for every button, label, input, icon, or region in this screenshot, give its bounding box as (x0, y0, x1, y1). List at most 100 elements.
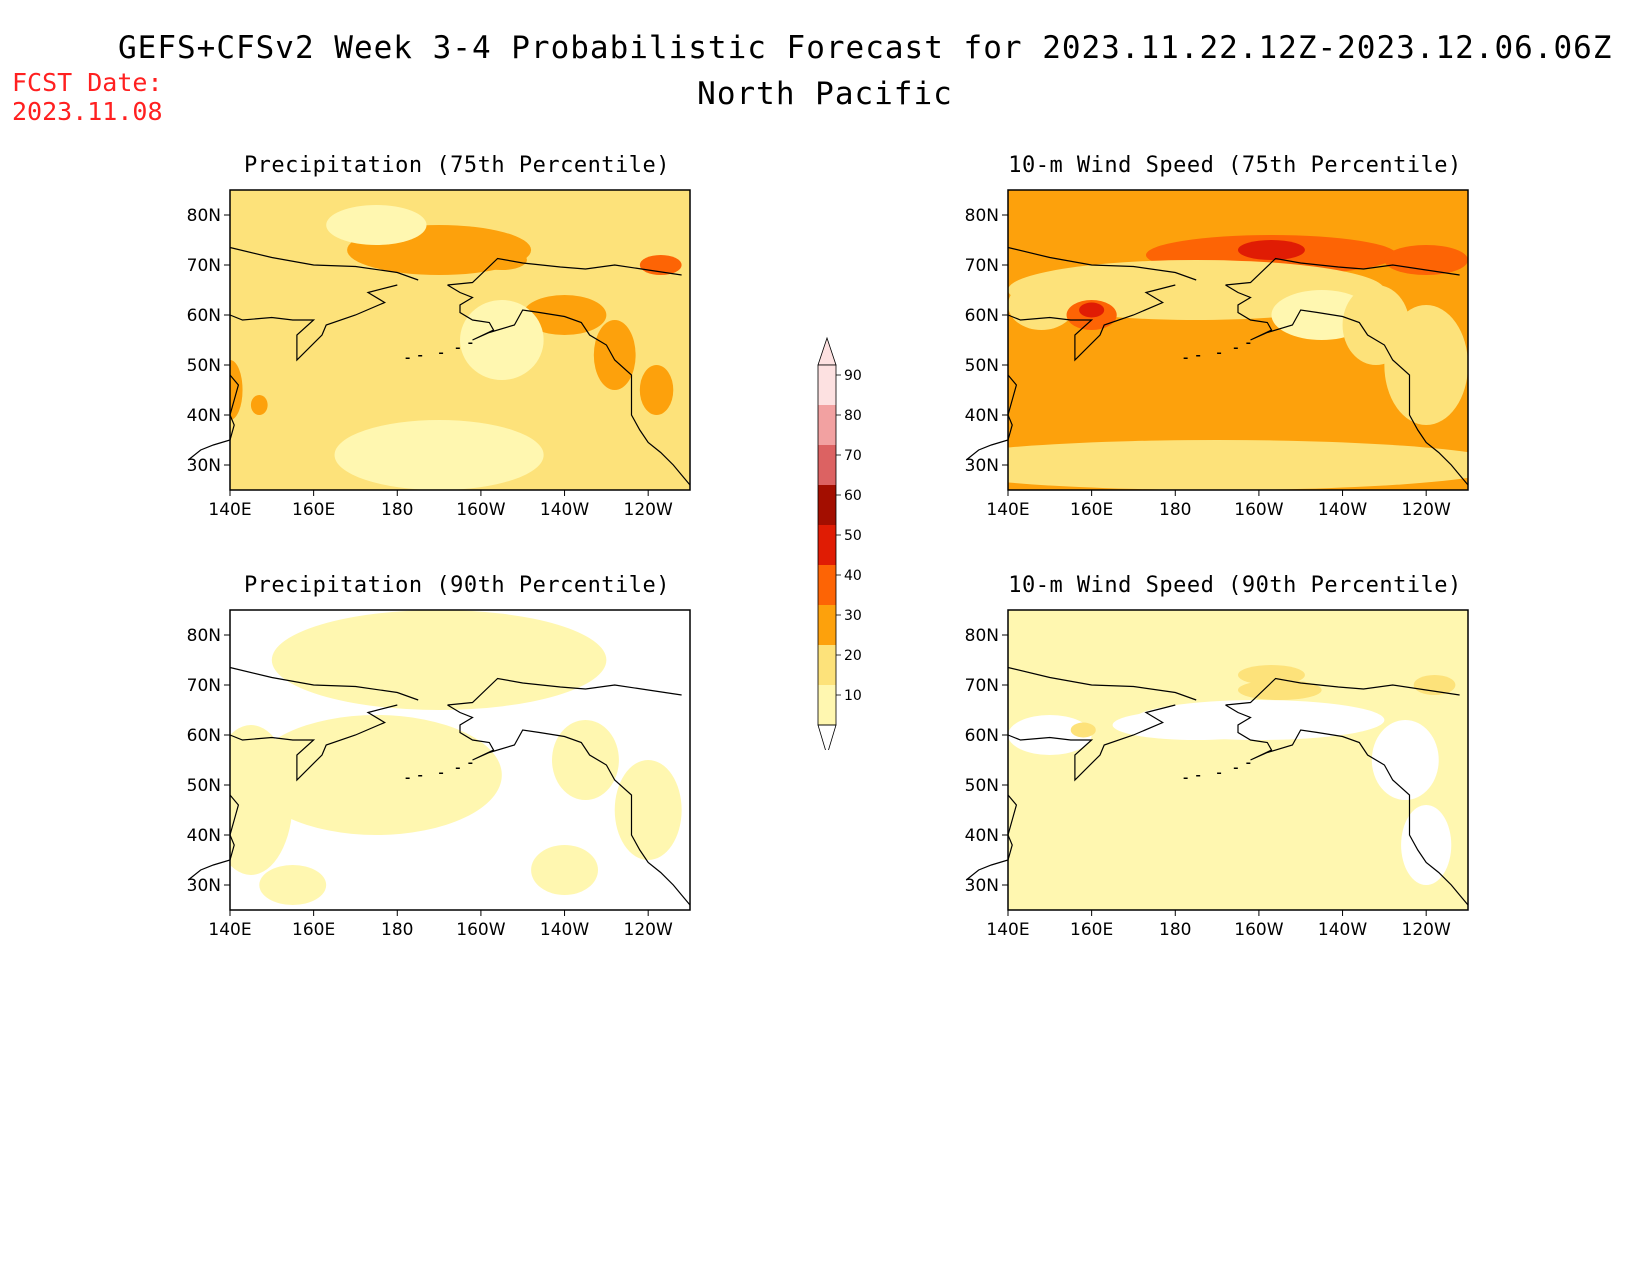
contour-patch (639, 365, 674, 415)
lon-tick-label: 140W (1318, 500, 1367, 520)
colorbar-label: 80 (844, 408, 862, 424)
lon-tick-label: 160W (1234, 500, 1283, 520)
lat-tick-label: 50N (965, 356, 999, 376)
lon-tick-label: 140E (986, 920, 1029, 940)
contour-patch (1384, 305, 1468, 425)
coastline (1007, 666, 1197, 701)
colorbar-label: 70 (844, 448, 862, 464)
lat-tick-label: 80N (965, 626, 999, 646)
fcst-date-label: FCST Date: (12, 68, 163, 97)
contour-patch (1070, 722, 1096, 738)
lat-tick-label: 70N (965, 676, 999, 696)
colorbar-label: 20 (844, 648, 862, 664)
map-wind-90: 140E 160E 180 160W 140W 120W 80N 70N 60N 50N 40N 30… (938, 600, 1498, 970)
lon-tick-label: 140W (540, 920, 589, 940)
lon-tick-label: 140E (208, 500, 251, 520)
colorbar-label: 40 (844, 568, 862, 584)
lon-tick-label: 140W (540, 500, 589, 520)
colorbar-swatch (818, 565, 836, 605)
lat-tick-label: 80N (965, 206, 999, 226)
coastline (1007, 704, 1176, 782)
coastline (447, 677, 682, 706)
contour-patch (1384, 245, 1468, 275)
contour-patch (271, 610, 607, 710)
lat-tick-label: 40N (965, 406, 999, 426)
colorbar-frame (817, 364, 837, 726)
colorbar-swatch (818, 685, 836, 725)
coastline (229, 704, 398, 782)
lat-tick-label: 70N (187, 676, 221, 696)
lon-tick-label: 180 (1159, 500, 1191, 520)
coastline (1007, 284, 1176, 362)
island (468, 762, 473, 764)
lat-tick-label: 60N (187, 726, 221, 746)
panel-title-wind-90: 10-m Wind Speed (90th Percentile) (1008, 573, 1462, 598)
lat-tick-label: 50N (187, 776, 221, 796)
lon-tick-label: 160E (1070, 920, 1113, 940)
lat-tick-label: 60N (965, 306, 999, 326)
panel-title-wind-75: 10-m Wind Speed (75th Percentile) (1008, 153, 1462, 178)
lat-tick-label: 40N (965, 826, 999, 846)
lat-tick-label: 70N (965, 256, 999, 276)
map-frame (229, 189, 691, 491)
contour-patch (1079, 302, 1105, 318)
island (1233, 347, 1238, 349)
island (1183, 357, 1188, 359)
lon-tick-label: 160E (292, 920, 335, 940)
island (1196, 775, 1201, 777)
colorbar-bottom-arrow (817, 724, 837, 750)
coastline (229, 284, 398, 362)
island (439, 772, 444, 774)
colorbar: 90 80 70 60 50 40 30 20 10 (817, 336, 862, 750)
colorbar-swatch (818, 405, 836, 445)
lat-tick-label: 40N (187, 406, 221, 426)
coastline (1225, 257, 1460, 286)
contour-patch (593, 320, 636, 390)
lat-tick-label: 60N (965, 726, 999, 746)
coastline (1225, 704, 1469, 906)
coastline (229, 666, 419, 701)
lon-tick-label: 180 (1159, 920, 1191, 940)
island (1217, 352, 1222, 354)
lat-tick-label: 40N (187, 826, 221, 846)
contour-patch (334, 420, 544, 490)
island (439, 352, 444, 354)
lat-tick-label: 50N (187, 356, 221, 376)
lon-tick-label: 140E (208, 920, 251, 940)
lon-tick-label: 120W (624, 500, 673, 520)
contour-patch (531, 845, 598, 895)
map-frame (1007, 189, 1469, 491)
lat-tick-label: 30N (965, 456, 999, 476)
lat-tick-label: 80N (187, 626, 221, 646)
fcst-date-value: 2023.11.08 (12, 97, 163, 126)
coastline (965, 374, 1018, 461)
contour-patch (522, 295, 607, 335)
lon-tick-label: 180 (381, 920, 413, 940)
contour-patch (1238, 665, 1305, 685)
colorbar-top-arrow (817, 336, 837, 366)
island (418, 775, 423, 777)
contour-patch (552, 720, 619, 800)
contour-patch (614, 760, 682, 860)
contour-patch (250, 715, 502, 835)
coastline (187, 374, 240, 461)
colorbar-label: 10 (844, 688, 862, 704)
lat-tick-label: 60N (187, 306, 221, 326)
lon-tick-label: 160W (1234, 920, 1283, 940)
panel-title-precip-75: Precipitation (75th Percentile) (243, 153, 671, 178)
contour-patch (1008, 715, 1092, 755)
fcst-date-block: FCST Date: 2023.11.08 (12, 68, 163, 126)
lat-tick-label: 50N (965, 776, 999, 796)
lon-tick-label: 140W (1318, 920, 1367, 940)
colorbar-swatch (818, 645, 836, 685)
island (405, 357, 410, 359)
contour-patch (250, 395, 268, 415)
contour-patch (460, 300, 544, 380)
coastline (229, 246, 419, 281)
map-frame (1007, 609, 1469, 911)
coastline (1225, 284, 1469, 486)
contour-patch (938, 440, 1498, 490)
contour-patch (326, 205, 427, 245)
coastline (447, 284, 691, 486)
coastline (447, 257, 682, 286)
